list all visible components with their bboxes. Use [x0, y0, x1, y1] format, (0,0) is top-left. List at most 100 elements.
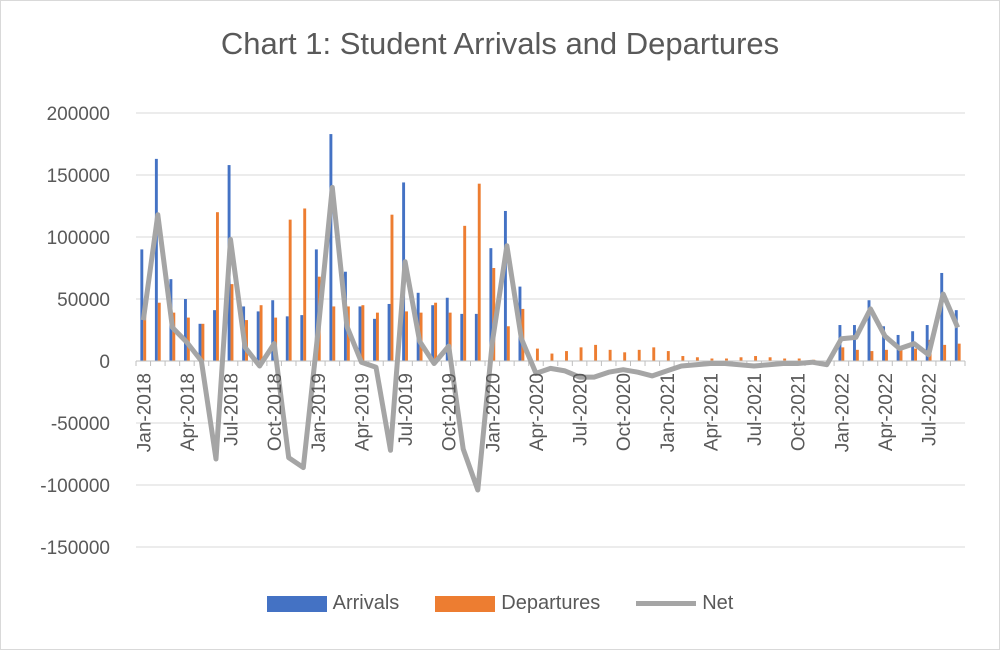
bar-arrivals	[154, 158, 158, 361]
x-tick-label: Apr-2021	[701, 373, 722, 451]
bar-departures	[332, 306, 336, 361]
bar-arrivals	[867, 300, 871, 361]
bar-arrivals	[445, 297, 449, 361]
bar-departures	[303, 208, 307, 361]
bar-departures	[608, 349, 612, 361]
bar-departures	[957, 343, 961, 361]
bar-departures	[710, 358, 714, 361]
bar-departures	[405, 311, 408, 361]
bar-departures	[666, 351, 670, 361]
bar-departures	[477, 183, 481, 361]
bar-departures	[535, 348, 539, 361]
bar-departures	[681, 356, 685, 361]
bar-departures	[434, 302, 438, 361]
bar-departures	[914, 348, 918, 361]
bar-arrivals	[314, 249, 318, 361]
legend-label-net: Net	[702, 592, 734, 614]
y-tick-label: 100000	[47, 228, 110, 249]
legend-item-net: Net	[636, 592, 733, 615]
bar-departures	[492, 268, 496, 361]
x-tick-label: Apr-2020	[527, 373, 548, 451]
bar-departures	[143, 313, 147, 361]
bar-departures	[463, 225, 467, 361]
bar-departures	[186, 317, 190, 361]
bar-departures	[739, 357, 743, 361]
bar-arrivals	[474, 313, 478, 361]
bar-departures	[637, 349, 641, 361]
bar-arrivals	[256, 311, 260, 361]
legend-item-arrivals: Arrivals	[266, 592, 400, 615]
y-tick-label: 50000	[57, 290, 110, 311]
bar-departures	[274, 317, 278, 361]
x-tick-label: Jan-2018	[134, 373, 155, 452]
bar-departures	[157, 302, 161, 361]
x-tick-label: Jul-2021	[745, 373, 766, 446]
net-line	[140, 184, 960, 493]
x-tick-label: Jan-2021	[658, 373, 679, 452]
chart-legend: Arrivals Departures Net	[0, 592, 1000, 615]
bar-departures	[172, 312, 176, 361]
bar-departures	[885, 349, 888, 361]
bar-departures	[215, 212, 219, 361]
x-tick-label: Oct-2021	[789, 373, 810, 451]
bar-departures	[768, 357, 772, 361]
bar-departures	[565, 351, 568, 361]
bar-departures	[259, 305, 263, 361]
y-tick-label: 0	[99, 352, 110, 373]
y-tick-label: 150000	[47, 166, 110, 187]
x-tick-label: Jul-2018	[222, 373, 243, 446]
bar-arrivals	[853, 325, 856, 361]
bar-departures	[870, 351, 874, 361]
legend-label-arrivals: Arrivals	[332, 592, 400, 614]
bar-arrivals	[140, 249, 144, 361]
x-tick-label: Jan-2019	[309, 373, 330, 452]
bar-departures	[288, 219, 292, 361]
x-tick-label: Jul-2020	[571, 373, 592, 446]
bar-arrivals	[387, 303, 391, 361]
chart-title: Chart 1: Student Arrivals and Departures	[220, 26, 780, 61]
bar-arrivals	[882, 326, 886, 361]
bar-departures	[783, 358, 787, 361]
x-tick-label: Jul-2022	[920, 373, 941, 446]
bar-arrivals	[271, 300, 275, 361]
legend-label-departures: Departures	[501, 592, 601, 614]
x-tick-label: Jan-2020	[483, 373, 504, 452]
bar-departures	[230, 284, 234, 361]
bar-arrivals	[198, 323, 202, 361]
x-tick-label: Apr-2018	[178, 373, 199, 451]
y-tick-label: 200000	[47, 104, 110, 125]
bar-arrivals	[213, 310, 216, 361]
bar-departures	[841, 347, 845, 361]
x-tick-label: Apr-2022	[876, 373, 897, 451]
x-tick-label: Oct-2020	[614, 373, 635, 451]
bar-departures	[201, 323, 205, 361]
bar-arrivals	[373, 318, 376, 361]
bar-departures	[652, 347, 656, 361]
bar-arrivals	[183, 299, 187, 361]
legend-swatch-net	[636, 601, 697, 606]
x-tick-label: Oct-2019	[440, 373, 461, 451]
bar-departures	[855, 349, 859, 361]
bar-departures	[390, 214, 394, 361]
bar-departures	[899, 347, 903, 361]
bar-departures	[361, 305, 365, 361]
bar-arrivals	[954, 310, 958, 361]
x-tick-label: Jan-2022	[832, 373, 853, 452]
bar-departures	[725, 358, 728, 361]
bar-departures	[623, 352, 627, 361]
bar-arrivals	[460, 313, 464, 361]
bar-departures	[448, 312, 452, 361]
bar-departures	[375, 312, 379, 361]
bar-departures	[943, 344, 947, 361]
bar-arrivals	[489, 248, 493, 361]
bar-arrivals	[285, 316, 289, 361]
bar-departures	[797, 358, 801, 361]
bar-departures	[594, 344, 598, 361]
x-tick-label: Oct-2018	[265, 373, 286, 451]
x-tick-label: Jul-2019	[396, 373, 417, 446]
bar-arrivals	[329, 134, 333, 361]
bar-departures	[550, 353, 554, 361]
bar-arrivals	[300, 315, 304, 361]
